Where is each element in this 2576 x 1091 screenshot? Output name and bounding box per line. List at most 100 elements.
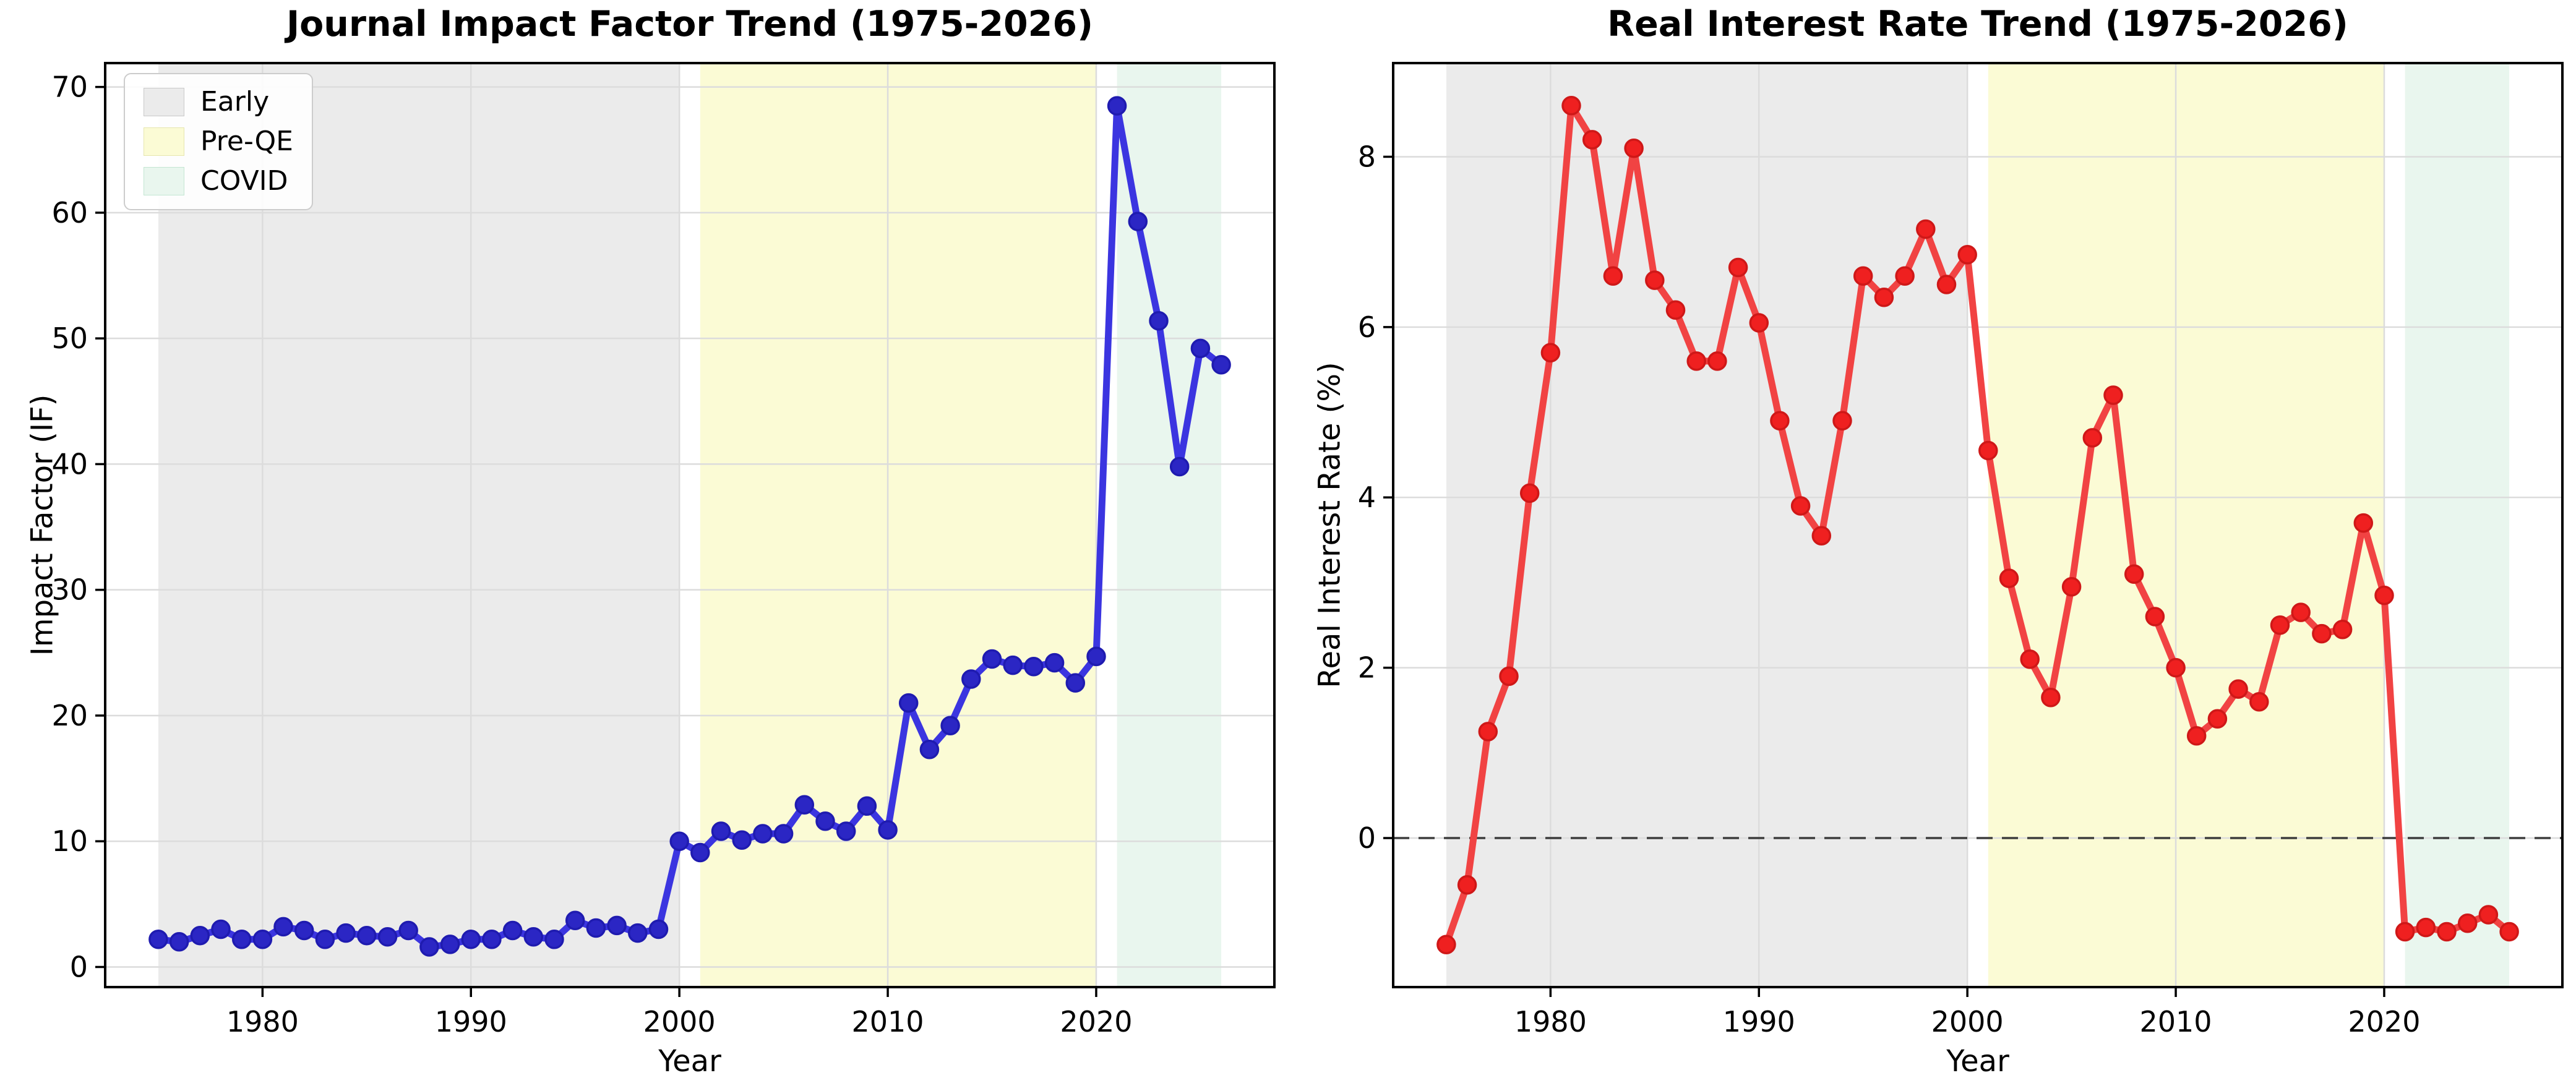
data-point <box>794 795 815 815</box>
data-point <box>1169 456 1190 477</box>
data-point <box>565 910 585 931</box>
data-point <box>2166 657 2186 678</box>
data-point <box>502 920 523 941</box>
axis-ticks <box>1383 155 2385 997</box>
data-point <box>2228 679 2248 699</box>
data-point <box>607 915 627 936</box>
x-tick-label: 2020 <box>2348 1005 2420 1038</box>
x-tick-label: 1990 <box>435 1005 507 1038</box>
data-point <box>1895 266 1915 286</box>
impact-factor-chart-title: Journal Impact Factor Trend (1975-2026) <box>286 4 1094 45</box>
legend-swatch-early <box>144 88 184 116</box>
data-point <box>1916 219 1936 239</box>
data-point <box>2332 619 2353 640</box>
data-point <box>2061 577 2082 597</box>
data-point <box>2457 913 2478 933</box>
data-point <box>398 920 418 941</box>
data-point <box>2207 709 2228 729</box>
data-point <box>1749 313 1769 333</box>
data-point <box>336 923 356 943</box>
y-tick-label: 50 <box>51 322 88 355</box>
data-point <box>2186 726 2207 746</box>
region-early <box>158 63 680 987</box>
data-point <box>294 920 314 941</box>
data-point <box>1686 351 1706 371</box>
data-point <box>1707 351 1727 371</box>
region-pre-qe <box>1988 63 2384 987</box>
interest-rate-chart-title: Real Interest Rate Trend (1975-2026) <box>1607 4 2348 45</box>
data-point <box>273 917 293 937</box>
data-point <box>1561 96 1581 116</box>
data-point <box>815 811 835 831</box>
data-point <box>1936 275 1957 294</box>
data-point <box>1728 257 1748 278</box>
tick-labels: 1980 1990 2000 2010 2020 0 10 20 30 40 50 60 70 <box>51 71 1132 1038</box>
data-point <box>419 937 439 957</box>
y-tick-label: 0 <box>70 950 88 983</box>
legend-item-covid: COVID <box>144 167 293 195</box>
interest-rate-chart-panel: 1980 1990 2000 2010 2020 0 2 4 6 8 Real Interest … <box>1288 0 2576 1091</box>
data-line <box>1443 102 2513 948</box>
data-point <box>836 821 856 841</box>
data-point <box>2124 564 2144 584</box>
data-point <box>482 930 502 949</box>
y-tick-label: 10 <box>51 824 88 858</box>
region-pre-qe <box>700 63 1096 987</box>
impact-factor-chart-panel: 1980 1990 2000 2010 2020 0 10 20 30 40 50 60 70 Jour… <box>25 4 1276 1079</box>
x-tick-label: 1980 <box>226 1005 299 1038</box>
tick-labels: 1980 1990 2000 2010 2020 0 2 4 6 8 <box>1358 140 2421 1038</box>
interest-rate-plot: 1980 1990 2000 2010 2020 0 2 4 6 8 <box>1358 62 2564 1038</box>
legend-label: Early <box>200 86 270 118</box>
data-point <box>898 693 919 713</box>
y-tick-label: 20 <box>51 699 88 732</box>
data-point <box>169 932 189 952</box>
legend: Early Pre-QE COVID <box>124 73 313 210</box>
data-point <box>1645 270 1665 290</box>
data-point <box>1624 138 1644 158</box>
data-point <box>919 740 940 759</box>
data-point <box>1832 411 1852 431</box>
data-point <box>669 831 689 851</box>
data-point <box>1665 300 1686 320</box>
impact-factor-x-axis-label: Year <box>658 1044 721 1079</box>
data-point <box>940 716 960 735</box>
data-point <box>2041 688 2061 708</box>
data-point <box>2312 623 2332 644</box>
data-point <box>1065 673 1086 693</box>
data-point <box>1478 722 1498 742</box>
y-tick-label: 60 <box>51 196 88 229</box>
data-point <box>2437 922 2457 942</box>
impact-factor-plot: 1980 1990 2000 2010 2020 0 10 20 30 40 50 60 70 <box>51 62 1276 1038</box>
data-point <box>523 926 544 947</box>
data-point <box>1024 656 1044 677</box>
y-tick-label: 8 <box>1358 140 1376 173</box>
x-tick-label: 2000 <box>1931 1005 2004 1038</box>
data-point <box>2103 385 2123 405</box>
legend-label: COVID <box>200 165 288 197</box>
data-point <box>2145 607 2165 627</box>
data-point <box>1211 355 1231 375</box>
data-point <box>148 930 168 949</box>
data-point <box>753 824 773 844</box>
y-tick-label: 6 <box>1358 310 1376 344</box>
data-point <box>1107 96 1127 116</box>
data-point <box>2020 649 2040 669</box>
data-point <box>1519 483 1540 503</box>
data-point <box>544 930 564 949</box>
y-tick-label: 4 <box>1358 481 1376 514</box>
interest-rate-y-axis-label: Real Interest Rate (%) <box>1313 362 1347 688</box>
data-point <box>1811 526 1832 546</box>
legend-swatch-covid <box>144 167 184 195</box>
data-point <box>1978 440 1998 461</box>
data-point <box>1790 496 1811 516</box>
data-point <box>1540 343 1561 362</box>
data-point <box>1457 875 1477 895</box>
axes-spines <box>104 62 1276 988</box>
y-tick-label: 70 <box>51 71 88 104</box>
data-point <box>211 919 231 939</box>
data-point <box>440 935 460 954</box>
data-point <box>1149 310 1169 331</box>
data-point <box>1874 287 1894 307</box>
data-point <box>1086 646 1106 667</box>
